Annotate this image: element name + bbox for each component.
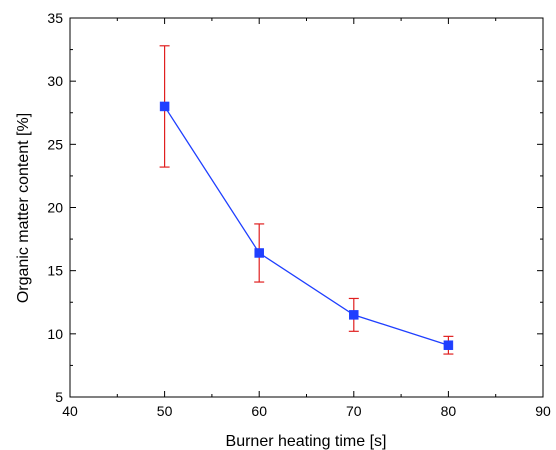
y-tick-label: 15	[47, 263, 63, 279]
x-axis-label: Burner heating time [s]	[226, 433, 387, 450]
series-lines	[164, 106, 449, 346]
y-tick-label: 5	[55, 389, 63, 405]
x-tick-label: 70	[346, 403, 362, 419]
y-axis-label: Organic matter content [%]	[15, 113, 32, 303]
series-line	[164, 106, 449, 346]
data-point-marker	[349, 310, 359, 320]
x-tick-label: 50	[157, 403, 173, 419]
axis-ticks: 40 50 60 70 80 90 5 10 15 20 25 30 35	[47, 10, 551, 419]
y-tick-label: 10	[47, 326, 63, 342]
plot-frame	[69, 17, 544, 398]
y-tick-label: 20	[47, 200, 63, 216]
x-tick-label: 80	[441, 403, 457, 419]
data-point-marker	[159, 101, 170, 112]
y-tick-label: 35	[47, 10, 63, 26]
x-tick-label: 40	[62, 403, 78, 419]
data-point-marker	[254, 248, 264, 258]
error-bars	[159, 45, 454, 355]
data-point-marker	[443, 340, 454, 350]
y-tick-label: 30	[47, 73, 63, 89]
y-tick-label: 25	[47, 136, 63, 152]
x-tick-label: 90	[535, 403, 551, 419]
x-tick-label: 60	[251, 403, 267, 419]
series-markers	[159, 101, 454, 350]
